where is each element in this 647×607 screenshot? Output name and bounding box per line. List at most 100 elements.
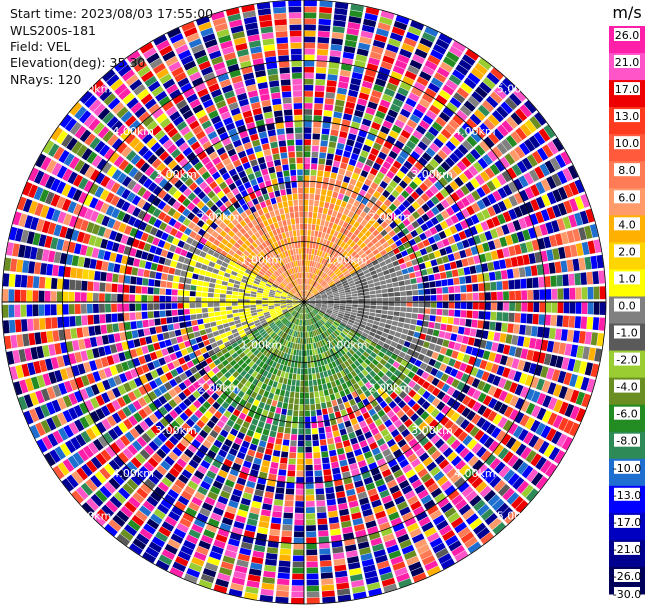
range-gate xyxy=(310,355,314,362)
range-gate xyxy=(498,403,509,415)
range-gate xyxy=(201,334,209,341)
range-gate xyxy=(481,196,492,208)
range-gate xyxy=(404,70,417,81)
range-gate xyxy=(386,82,398,92)
range-gate xyxy=(105,313,112,323)
range-gate xyxy=(496,173,507,186)
range-gate xyxy=(401,428,411,438)
range-gate xyxy=(392,199,402,208)
range-gate xyxy=(212,507,224,516)
range-gate xyxy=(44,304,51,316)
range-gate xyxy=(372,391,380,399)
range-gate xyxy=(479,302,485,310)
range-gate xyxy=(319,390,325,397)
range-gate xyxy=(333,321,340,327)
range-gate xyxy=(328,255,333,262)
range-gate xyxy=(436,401,446,411)
range-gate xyxy=(141,295,148,302)
range-gate xyxy=(552,384,563,397)
range-gate xyxy=(424,302,431,308)
range-gate xyxy=(137,329,145,338)
range-gate xyxy=(318,353,323,360)
range-gate xyxy=(233,284,240,289)
range-gate xyxy=(588,347,596,361)
range-gate xyxy=(345,33,358,42)
range-gate xyxy=(504,258,513,268)
range-gate xyxy=(568,273,575,286)
range-gate xyxy=(346,231,353,239)
range-gate xyxy=(304,302,309,306)
range-gate xyxy=(197,319,204,325)
range-gate xyxy=(403,385,412,394)
range-gate xyxy=(352,302,358,305)
range-gate xyxy=(485,454,497,466)
range-gate xyxy=(508,245,516,257)
range-gate xyxy=(183,539,196,550)
range-gate xyxy=(440,323,447,331)
range-gate xyxy=(485,471,497,484)
range-gate xyxy=(332,266,338,272)
range-gate xyxy=(305,513,316,520)
range-gate xyxy=(291,585,304,592)
range-gate xyxy=(8,289,15,302)
range-gate xyxy=(526,349,535,361)
range-gate xyxy=(339,293,346,296)
range-gate xyxy=(430,288,437,295)
range-gate xyxy=(177,296,184,302)
range-gate xyxy=(246,480,256,489)
range-gate xyxy=(339,323,346,328)
range-gate xyxy=(294,525,304,532)
range-gate xyxy=(356,341,363,347)
range-gate xyxy=(509,290,515,301)
range-gate xyxy=(411,201,421,210)
range-gate xyxy=(309,296,315,300)
range-gate xyxy=(299,404,304,411)
range-gate xyxy=(491,216,501,227)
range-gate xyxy=(307,230,311,236)
range-gate xyxy=(518,428,529,442)
range-gate xyxy=(367,319,374,324)
range-gate xyxy=(343,229,350,236)
range-gate xyxy=(467,72,481,85)
range-gate xyxy=(460,293,467,301)
range-gate xyxy=(358,202,366,211)
range-gate xyxy=(454,222,463,232)
range-gate xyxy=(416,319,423,326)
range-gate xyxy=(397,322,405,328)
range-gate xyxy=(401,42,415,53)
range-gate xyxy=(319,372,325,379)
range-gate xyxy=(426,209,435,219)
range-gate xyxy=(492,190,502,202)
range-gate xyxy=(247,410,255,418)
range-gate xyxy=(321,251,326,258)
range-gate xyxy=(332,275,338,281)
range-gate xyxy=(353,383,360,391)
range-gate xyxy=(351,309,358,313)
range-gate xyxy=(422,380,431,390)
range-gate xyxy=(448,309,455,317)
range-gate xyxy=(456,334,464,343)
range-gate xyxy=(323,469,332,476)
range-gate xyxy=(305,284,308,291)
range-gate xyxy=(32,290,39,302)
range-gate xyxy=(56,291,63,302)
range-gate xyxy=(153,303,160,310)
range-gate xyxy=(359,323,366,329)
range-gate xyxy=(326,278,332,283)
range-gate xyxy=(167,538,181,550)
range-gate xyxy=(502,367,511,378)
range-gate xyxy=(362,314,369,319)
range-gate xyxy=(314,292,320,296)
range-gate xyxy=(496,365,505,376)
range-gate xyxy=(329,355,334,363)
range-gate xyxy=(460,310,467,318)
range-gate xyxy=(413,264,420,272)
range-gate xyxy=(148,541,163,553)
range-gate xyxy=(76,327,84,338)
range-gate xyxy=(432,542,446,554)
range-gate xyxy=(418,295,425,301)
range-gate xyxy=(313,330,317,336)
range-gate xyxy=(369,493,380,503)
range-gate xyxy=(184,485,196,496)
range-gate xyxy=(318,384,323,391)
